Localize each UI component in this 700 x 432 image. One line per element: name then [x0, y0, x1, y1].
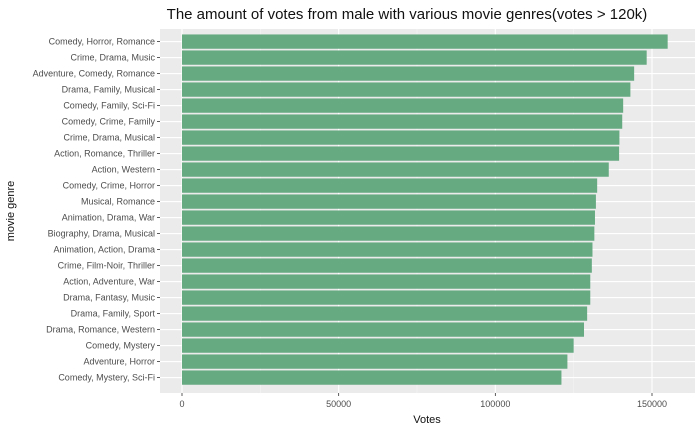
bar — [182, 82, 631, 97]
bar — [182, 306, 588, 321]
x-axis-ticks: 0 50000 100000 150000 — [179, 393, 667, 409]
bar — [182, 130, 620, 145]
y-tick-label: Drama, Family, Sport — [71, 309, 156, 319]
x-tick-label: 150000 — [637, 399, 667, 409]
y-axis-ticks: Comedy, Horror, Romance Crime, Drama, Mus… — [33, 37, 160, 383]
y-tick-label: Action, Adventure, War — [63, 277, 155, 287]
y-tick-label: Drama, Family, Musical — [62, 85, 155, 95]
y-tick-label: Comedy, Crime, Family — [62, 117, 156, 127]
bar — [182, 194, 596, 209]
y-tick-label: Comedy, Crime, Horror — [63, 181, 155, 191]
bar — [182, 370, 562, 385]
y-tick-label: Biography, Drama, Musical — [48, 229, 155, 239]
bar — [182, 274, 591, 289]
y-tick-label: Crime, Drama, Musical — [63, 133, 155, 143]
bars — [182, 34, 668, 385]
y-tick-label: Action, Western — [92, 165, 155, 175]
bar — [182, 50, 647, 65]
bar — [182, 322, 585, 337]
y-tick-label: Adventure, Horror — [83, 357, 155, 367]
bar — [182, 66, 635, 81]
bar — [182, 258, 592, 273]
bar — [182, 290, 591, 305]
bar — [182, 114, 623, 129]
bar — [182, 242, 593, 257]
y-tick-label: Drama, Romance, Western — [46, 325, 155, 335]
y-tick-label: Comedy, Mystery — [86, 341, 156, 351]
y-tick-label: Action, Romance, Thriller — [54, 149, 155, 159]
y-tick-label: Animation, Action, Drama — [53, 245, 155, 255]
bar — [182, 354, 568, 369]
bar — [182, 146, 620, 161]
bar — [182, 210, 595, 225]
bar — [182, 34, 668, 49]
y-tick-label: Animation, Drama, War — [62, 213, 155, 223]
y-tick-label: Adventure, Comedy, Romance — [33, 69, 155, 79]
y-tick-label: Crime, Drama, Music — [70, 53, 155, 63]
bar — [182, 338, 574, 353]
x-tick-label: 100000 — [480, 399, 510, 409]
y-tick-label: Drama, Fantasy, Music — [63, 293, 155, 303]
y-tick-label: Comedy, Family, Sci-Fi — [63, 101, 155, 111]
y-tick-label: Comedy, Horror, Romance — [49, 37, 155, 47]
bar — [182, 98, 624, 113]
bar — [182, 226, 595, 241]
bar — [182, 178, 598, 193]
y-tick-label: Comedy, Mystery, Sci-Fi — [58, 373, 155, 383]
y-tick-label: Musical, Romance — [81, 197, 155, 207]
chart-title: The amount of votes from male with vario… — [167, 6, 648, 23]
bar — [182, 162, 609, 177]
x-tick-label: 0 — [179, 399, 184, 409]
y-tick-label: Crime, Film-Noir, Thriller — [58, 261, 155, 271]
y-axis-title: movie genre — [5, 181, 17, 242]
x-axis-title: Votes — [413, 414, 441, 426]
x-tick-label: 50000 — [326, 399, 351, 409]
